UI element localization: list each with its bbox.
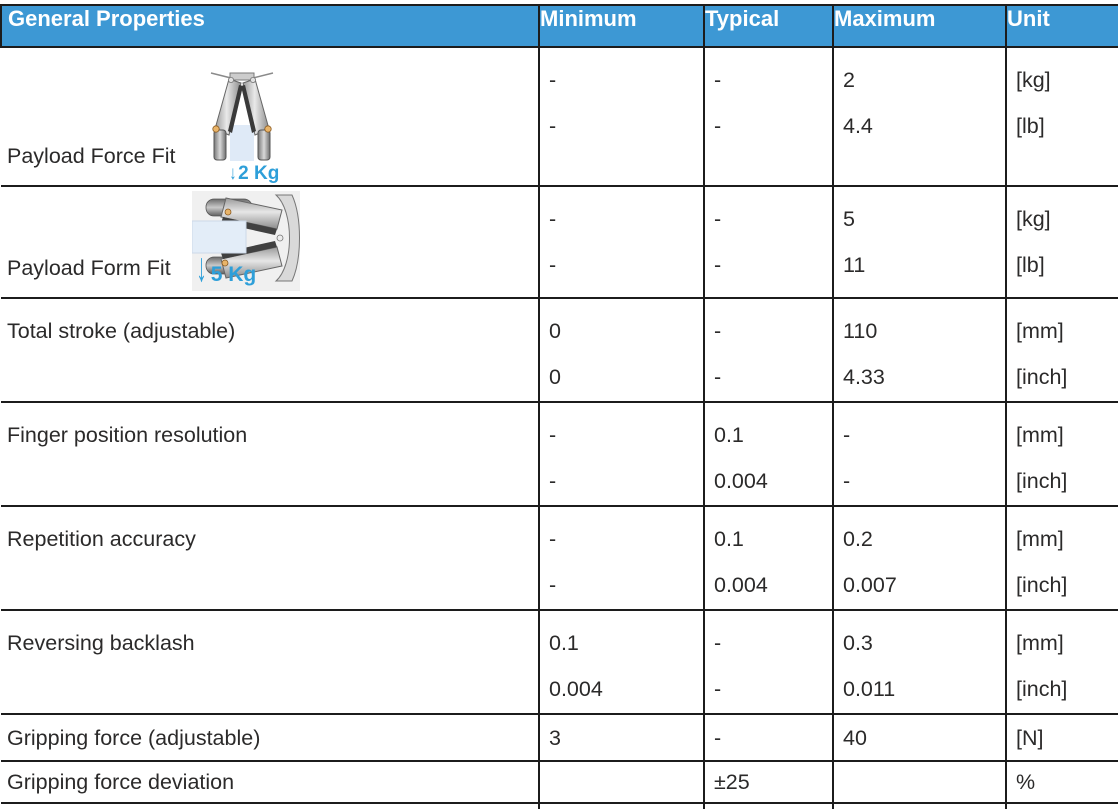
cell-typical: - - [703, 185, 834, 299]
cropped-partial-row [1, 802, 1118, 809]
cell-maximum: 5 11 [832, 185, 1007, 299]
row-label: Repetition accuracy [7, 526, 196, 551]
row-label: Gripping force deviation [7, 770, 235, 794]
row-label-gripping-force: Gripping force (adjustable) [1, 713, 540, 762]
down-arrow-icon: ↓ [195, 245, 207, 291]
row-label: Payload Form Fit [7, 256, 171, 280]
table-row: Payload Force Fit [1, 46, 1118, 187]
cell-unit: [mm] [inch] [1005, 401, 1118, 507]
cell-maximum: 110 4.33 [832, 297, 1007, 403]
column-header-minimum: Minimum [538, 4, 705, 48]
row-label: Reversing backlash [7, 630, 195, 655]
table-row: Gripping force deviation ±25 % [1, 760, 1118, 804]
cell-minimum: - - [538, 401, 705, 507]
cell-minimum: - - [538, 505, 705, 611]
cell-maximum: 40 [832, 713, 1007, 762]
cell-typical: 0.1 0.004 [703, 505, 834, 611]
cell-unit: [mm] [inch] [1005, 609, 1118, 715]
cell-typical: - [703, 713, 834, 762]
cell-typical: - - [703, 297, 834, 403]
cell-minimum: 0.1 0.004 [538, 609, 705, 715]
table-title: General Properties [0, 4, 540, 48]
table-row: Total stroke (adjustable) 0 0 - - 110 4.… [1, 297, 1118, 403]
header-row: General Properties Minimum Typical Maxim… [0, 4, 1118, 48]
cell-minimum: 0 0 [538, 297, 705, 403]
form-fit-gripper-illustration: ↓ 5 Kg [187, 191, 305, 291]
table-row: Reversing backlash 0.1 0.004 - - 0.3 0.0… [1, 609, 1118, 715]
cell-minimum [538, 760, 705, 804]
column-header-maximum: Maximum [832, 4, 1007, 48]
row-label-finger-position-resolution: Finger position resolution [1, 401, 540, 507]
cell-minimum: - - [538, 185, 705, 299]
gripper-force-fit-icon [211, 72, 274, 161]
table-row: Gripping force (adjustable) 3 - 40 [N] [1, 713, 1118, 762]
row-label: Total stroke (adjustable) [7, 318, 236, 343]
cell-typical: - - [703, 609, 834, 715]
row-label-reversing-backlash: Reversing backlash [1, 609, 540, 715]
cell-typical: - - [703, 46, 834, 187]
column-header-unit: Unit [1005, 4, 1118, 48]
row-label-gripping-force-deviation: Gripping force deviation [1, 760, 540, 804]
cell-maximum: 2 4.4 [832, 46, 1007, 187]
table-row: Repetition accuracy - - 0.1 0.004 0.2 0.… [1, 505, 1118, 611]
cell-typical: ±25 [703, 760, 834, 804]
cell-unit: [mm] [inch] [1005, 505, 1118, 611]
table-row: Payload Form Fit [1, 185, 1118, 299]
row-label-payload-force-fit: Payload Force Fit [1, 46, 540, 187]
general-properties-table: General Properties Minimum Typical Maxim… [0, 4, 1118, 809]
row-label: Finger position resolution [7, 422, 248, 447]
cell-maximum: 0.2 0.007 [832, 505, 1007, 611]
payload-badge: ↓ 5 Kg [195, 245, 257, 291]
cell-unit: [kg] [lb] [1005, 185, 1118, 299]
cell-typical: 0.1 0.004 [703, 401, 834, 507]
table-row: Finger position resolution - - 0.1 0.004… [1, 401, 1118, 507]
force-fit-gripper-illustration: ↓ 2 Kg [187, 71, 297, 184]
row-label-payload-form-fit: Payload Form Fit [1, 185, 540, 299]
row-label-repetition-accuracy: Repetition accuracy [1, 505, 540, 611]
row-label: Payload Force Fit [7, 144, 176, 168]
down-arrow-icon: ↓ [228, 163, 236, 184]
cell-unit: [mm] [inch] [1005, 297, 1118, 403]
cell-maximum [832, 760, 1007, 804]
cell-unit: [N] [1005, 713, 1118, 762]
payload-badge: ↓ 2 Kg [228, 163, 280, 184]
cell-maximum: 0.3 0.011 [832, 609, 1007, 715]
cell-maximum: - - [832, 401, 1007, 507]
gripper-form-fit-icon [191, 194, 300, 282]
cell-unit: % [1005, 760, 1118, 804]
row-label: Gripping force (adjustable) [7, 725, 261, 750]
column-header-typical: Typical [703, 4, 834, 48]
cell-minimum: 3 [538, 713, 705, 762]
cell-unit: [kg] [lb] [1005, 46, 1118, 187]
cell-minimum: - - [538, 46, 705, 187]
row-label-total-stroke: Total stroke (adjustable) [1, 297, 540, 403]
